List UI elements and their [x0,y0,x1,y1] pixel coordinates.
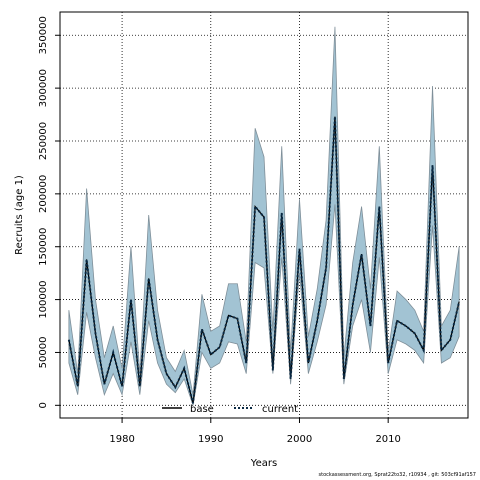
y-tick-label: 300000 [38,69,49,107]
y-tick-label: 250000 [38,122,49,160]
y-tick-label: 350000 [38,16,49,54]
x-tick-label: 1980 [109,434,134,445]
axis-ticks: 1980 1990 2000 2010 0 50000 100000 150000 200000… [38,16,401,445]
series-current-line [67,116,461,404]
series-lines [67,116,461,404]
x-axis-label: Years [250,458,277,469]
x-tick-label: 1990 [198,434,223,445]
x-tick-label: 2000 [287,434,312,445]
confidence-band [68,26,460,406]
x-tick-label: 2010 [375,434,400,445]
y-tick-label: 0 [38,402,49,408]
y-axis-label: Recruits (age 1) [14,175,25,255]
y-tick-label: 150000 [38,228,49,266]
plot-frame [59,11,469,419]
y-tick-label: 100000 [38,280,49,318]
y-tick-label: 200000 [38,175,49,213]
confidence-band-area [68,26,460,406]
legend-base-label: base [190,404,214,415]
legend-current-label: current [262,404,298,415]
footer-credit: stockassessment.org, Sprat22to32, r10934… [318,472,476,478]
y-tick-label: 50000 [38,337,49,369]
legend: base current [162,404,298,415]
